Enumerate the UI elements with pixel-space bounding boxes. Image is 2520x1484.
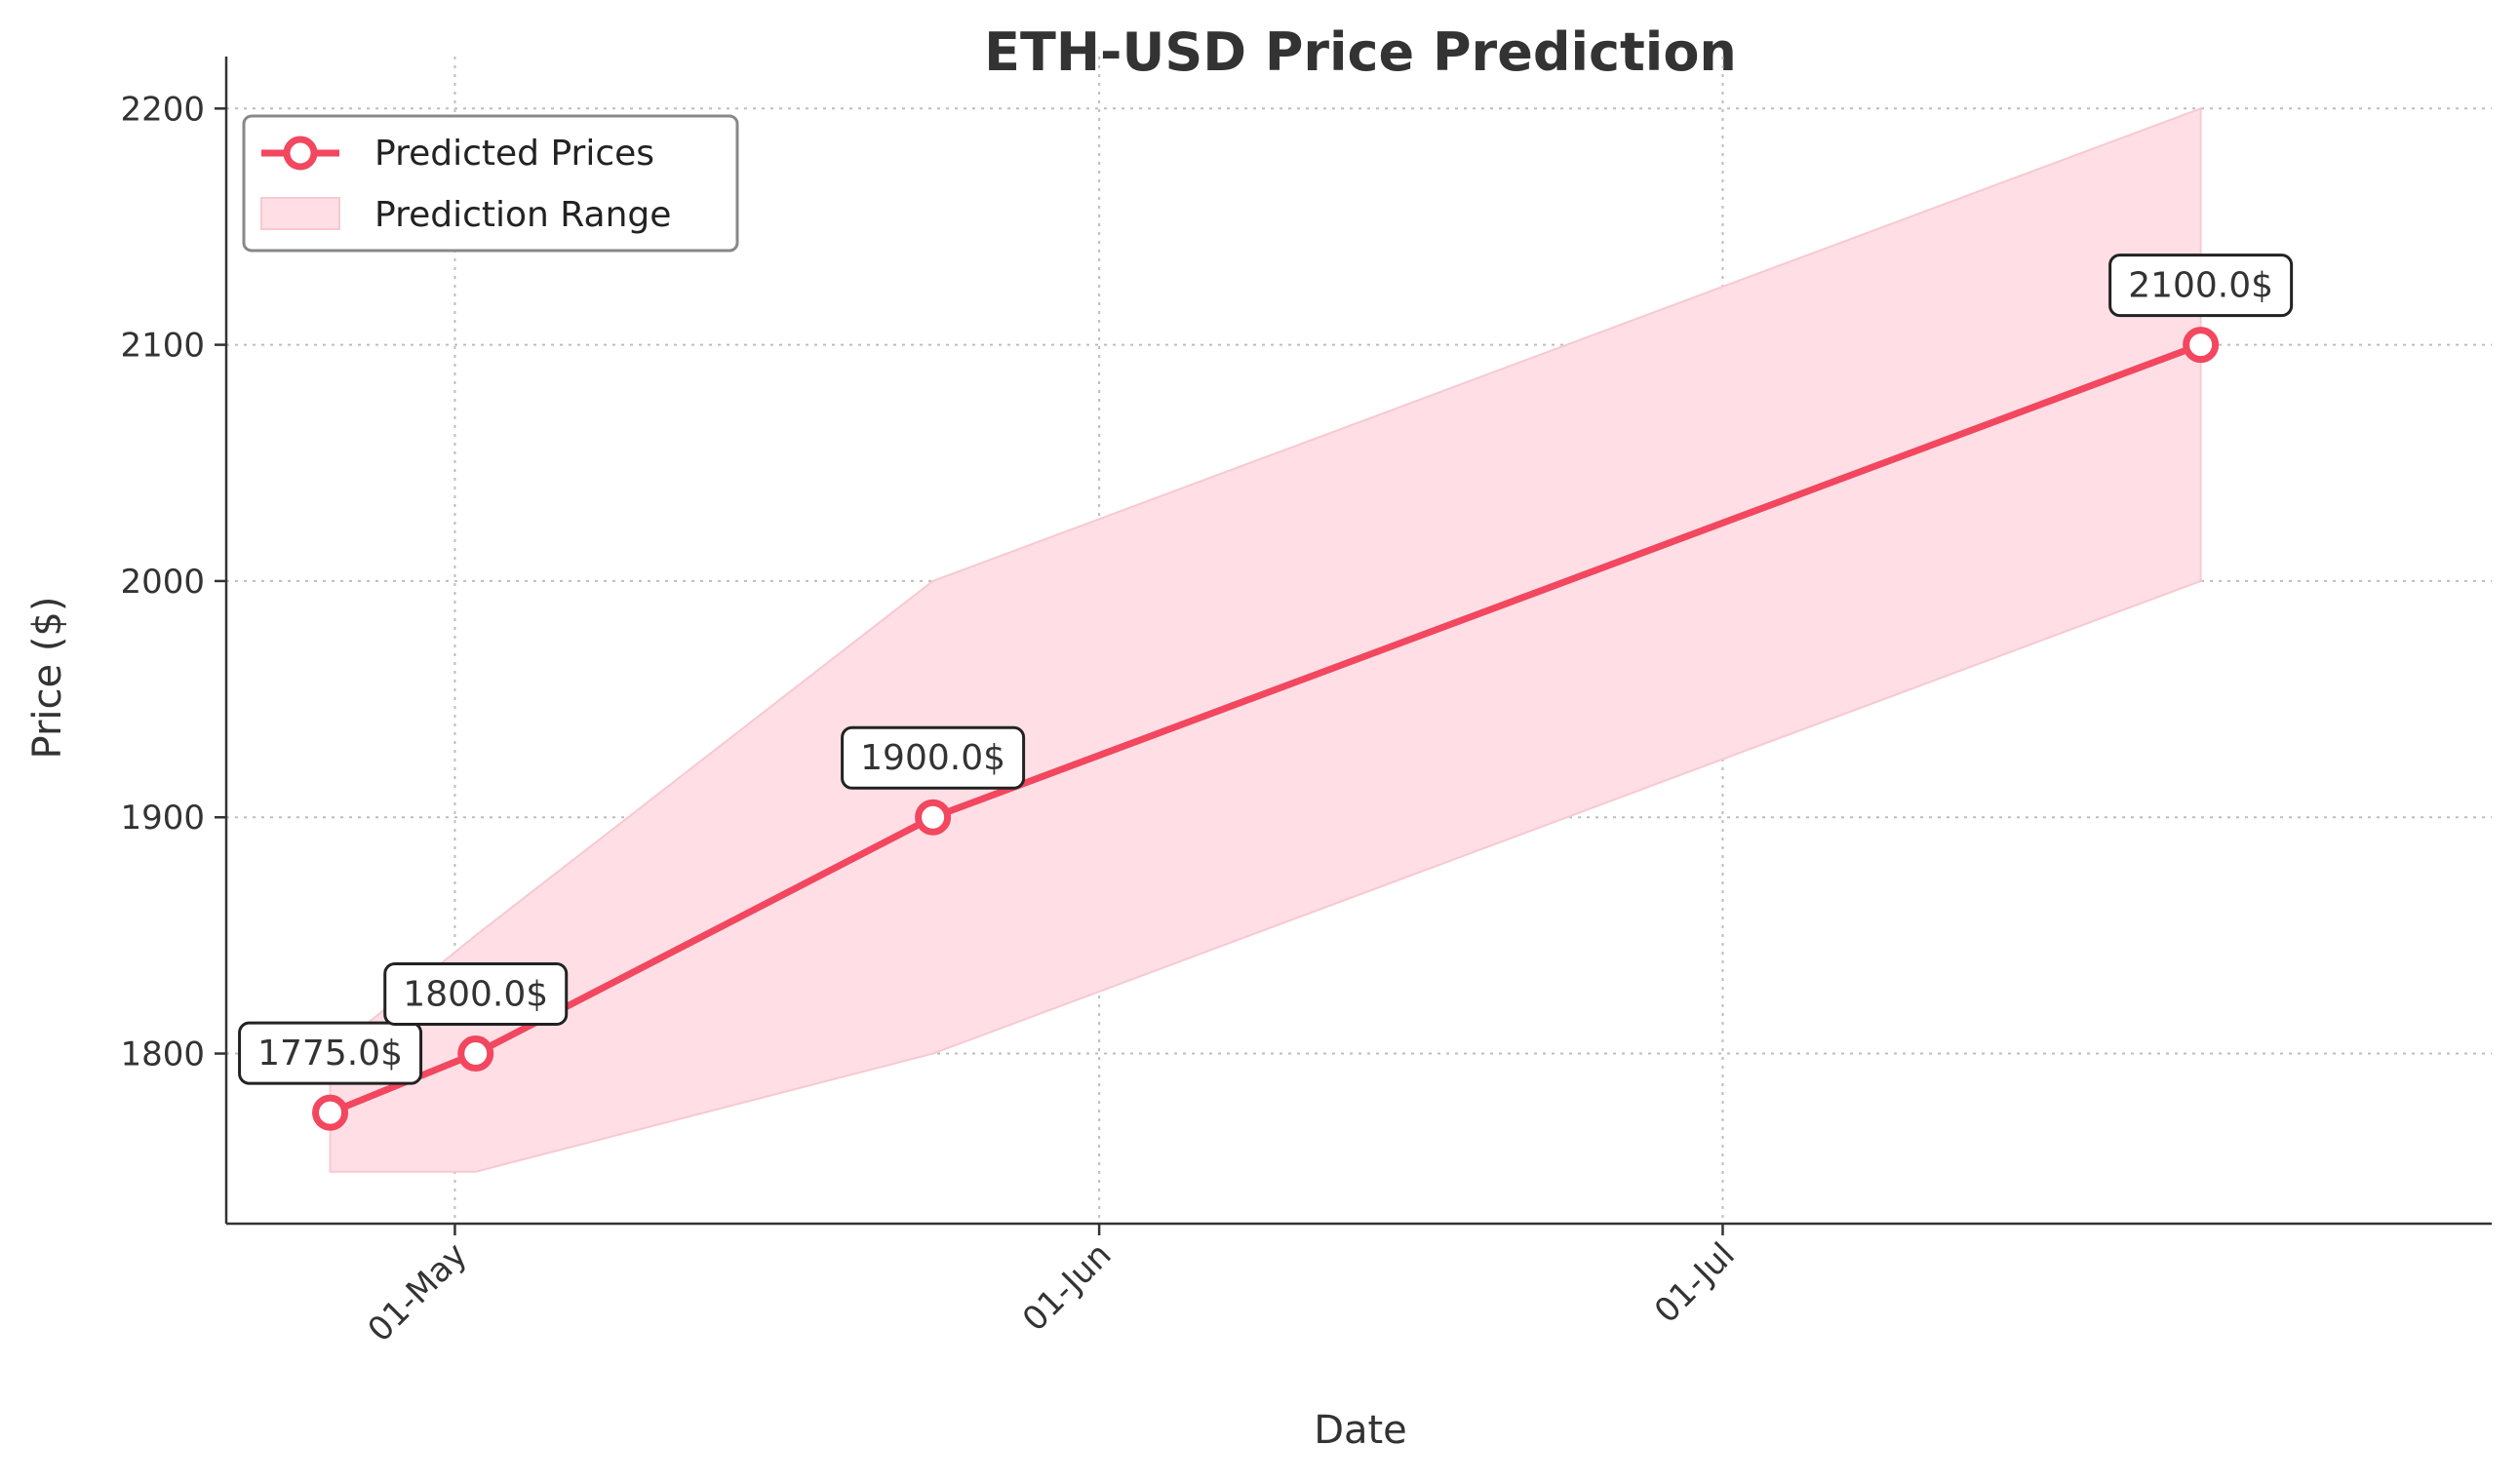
- data-point-marker: [2183, 327, 2220, 364]
- legend-band-swatch: [260, 197, 340, 230]
- value-annotation: 1775.0$: [238, 1021, 423, 1085]
- legend-marker-swatch: [283, 136, 318, 171]
- x-tick-label: 01-Jul: [1647, 1235, 1743, 1331]
- value-annotation: 2100.0$: [2108, 254, 2294, 318]
- y-axis-label: Price ($): [25, 597, 70, 760]
- data-point-marker: [312, 1094, 349, 1131]
- annotation-box: [238, 1021, 423, 1085]
- annotation-label: 1900.0$: [860, 738, 1005, 778]
- x-axis-label: Date: [1314, 1408, 1407, 1453]
- annotations: 1775.0$1800.0$ 1900.0$ 2100.0$: [238, 254, 2294, 1085]
- legend: Predicted Prices Prediction Range: [242, 114, 739, 253]
- data-point-marker: [915, 799, 952, 836]
- legend-label-predicted-prices: Predicted Prices: [374, 134, 654, 174]
- prediction-range-area: [329, 106, 2202, 1173]
- annotation-label: 1775.0$: [257, 1034, 403, 1074]
- annotation-box: [2108, 254, 2294, 318]
- chart-title: ETH-USD Price Prediction: [984, 21, 1737, 83]
- annotation-label: 2100.0$: [2128, 266, 2273, 306]
- value-annotation: 1900.0$: [841, 725, 1026, 790]
- legend-frame: [242, 114, 739, 253]
- y-tick-label: 1800: [120, 1035, 205, 1074]
- data-point-marker: [457, 1035, 494, 1073]
- prediction-range-band: [329, 106, 2202, 1173]
- value-annotation: 1800.0$: [383, 962, 569, 1027]
- y-tick-label: 2100: [120, 327, 205, 366]
- legend-label-prediction-range: Prediction Range: [374, 195, 671, 235]
- annotation-box: [841, 725, 1026, 790]
- y-tick-label: 1900: [120, 799, 205, 838]
- annotation-label: 1800.0$: [403, 975, 548, 1015]
- y-tick-label: 2000: [120, 563, 205, 602]
- x-tick-label: 01-May: [361, 1235, 475, 1349]
- x-tick-label: 01-Jun: [1015, 1235, 1119, 1339]
- y-tick-label: 2200: [120, 90, 205, 129]
- annotation-box: [383, 962, 569, 1027]
